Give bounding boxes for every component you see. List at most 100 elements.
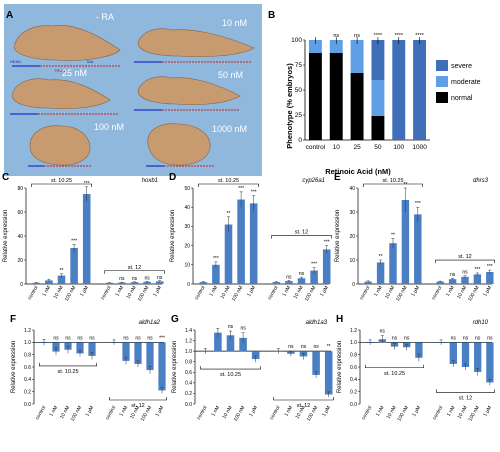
phenotype-x-label: Retinoic Acid (nM)	[325, 167, 391, 176]
y-tick-label: 1.2	[24, 328, 31, 334]
significance-label: ns	[380, 329, 386, 335]
x-tick-label: 1 µM	[482, 405, 493, 418]
expression-bar	[310, 270, 318, 284]
expression-bar	[401, 200, 410, 284]
expression-bar	[143, 281, 151, 284]
stage-label: st. 12	[128, 265, 141, 271]
embryo-control: HEAD TRUNK TAIL	[10, 25, 121, 73]
expression-bar	[486, 342, 494, 383]
significance-label: ***	[238, 186, 244, 192]
expression-bar	[226, 335, 235, 352]
significance-label: ns	[157, 275, 163, 281]
gene-title: hoxb1	[142, 178, 158, 184]
expression-bar	[297, 278, 306, 284]
y-tick-label: 0.2	[24, 389, 31, 395]
y-axis-label: Relative expression	[335, 210, 341, 262]
marker-head: HEAD	[10, 59, 21, 64]
phenotype-bar-moderate	[350, 40, 364, 73]
expression-bar	[155, 281, 164, 284]
expression-bar	[324, 351, 333, 395]
y-tick-label: 0	[187, 282, 190, 288]
x-tick-label: 10 nM	[293, 285, 305, 300]
expression-bar	[224, 224, 233, 284]
y-tick-label: 40	[184, 205, 190, 211]
condition-label: 10 nM	[222, 18, 247, 28]
x-tick-label: 1 µM	[411, 405, 422, 418]
x-tick-label: 1 µM	[410, 285, 421, 298]
stage-bracket	[31, 183, 92, 187]
x-tick-label: 1 nM	[446, 405, 457, 418]
significance-label: ***	[251, 190, 257, 196]
y-tick-label: 40	[17, 234, 23, 240]
panel-letter: H	[336, 314, 343, 325]
panel-letter: E	[334, 172, 341, 183]
significance-label: ***	[311, 262, 317, 268]
stage-label: st. 12	[131, 403, 144, 409]
significance-label: ns	[119, 276, 125, 282]
expression-bar	[82, 194, 91, 284]
x-tick-label: 10	[333, 144, 341, 151]
expression-bar	[158, 342, 166, 391]
expression-bar	[76, 342, 84, 354]
expression-bar	[52, 342, 60, 352]
expression-bar	[122, 342, 130, 361]
stage-bracket	[363, 183, 423, 187]
expression-bar	[105, 282, 114, 284]
y-axis-label: Relative expression	[337, 341, 343, 393]
expression-bar	[212, 264, 220, 284]
significance-label: ns	[450, 272, 456, 278]
phenotype-y-label: Phenotype (% embryos)	[285, 63, 294, 149]
legend-label: moderate	[451, 79, 481, 86]
x-tick-label: control	[196, 405, 209, 421]
y-tick-label: 0	[298, 137, 302, 144]
stage-bracket	[436, 389, 495, 393]
expression-bar	[389, 243, 397, 284]
significance-label: ns	[313, 344, 319, 350]
stage-label: st. 10.25	[382, 178, 403, 184]
x-tick-label: 1 nM	[210, 405, 221, 418]
x-tick-label: 1 µM	[246, 285, 257, 298]
x-tick-label: 100 nM	[395, 285, 409, 302]
x-tick-label: 100 nM	[467, 285, 481, 302]
x-tick-label: control	[194, 285, 207, 301]
phenotype-bar-moderate	[308, 40, 322, 53]
condition-label: 1000 nM	[212, 124, 247, 134]
expression-bar	[415, 342, 423, 358]
expression-bar	[214, 332, 222, 352]
stage-bracket	[435, 259, 495, 264]
expression-bar	[88, 342, 96, 356]
stage-bracket	[104, 270, 165, 274]
x-tick-label: 1 nM	[48, 405, 59, 418]
significance-label: ***	[474, 267, 480, 273]
significance-label: ***	[71, 238, 77, 244]
x-tick-label: 10 nM	[384, 285, 396, 300]
y-tick-label: 20	[184, 243, 190, 249]
x-tick-label: 1 µM	[482, 285, 493, 298]
x-tick-label: 100 nM	[233, 405, 247, 422]
significance-label: ***	[487, 264, 493, 270]
phenotype-bar-severe	[392, 40, 406, 140]
significance-label: ns	[475, 335, 481, 341]
condition-label: 50 nM	[218, 70, 243, 80]
stage-label: st. 10.25	[384, 371, 405, 377]
x-tick-label: 10 nM	[457, 405, 469, 420]
y-tick-label: 1.2	[350, 328, 357, 334]
x-tick-label: control	[105, 405, 118, 421]
y-tick-label: 0.4	[350, 377, 357, 383]
legend-swatch	[436, 76, 448, 87]
significance-label: ns	[65, 335, 71, 341]
expression-bar	[376, 262, 385, 284]
embryo-100nm	[28, 125, 92, 167]
x-tick-label: 1 nM	[375, 405, 386, 418]
x-tick-label: control	[306, 144, 326, 151]
x-tick-label: 10 nM	[220, 285, 232, 300]
x-tick-label: 1 nM	[281, 285, 292, 298]
x-tick-label: 100 nM	[64, 285, 78, 302]
y-tick-label: 1.0	[350, 340, 357, 346]
stage-label: st. 12	[297, 403, 310, 409]
expression-bar	[436, 281, 444, 284]
stage-label: st. 12	[458, 254, 471, 260]
significance-label: **	[227, 211, 231, 217]
panel-b-letter: B	[268, 10, 275, 21]
stage-label: st. 12	[295, 230, 308, 236]
